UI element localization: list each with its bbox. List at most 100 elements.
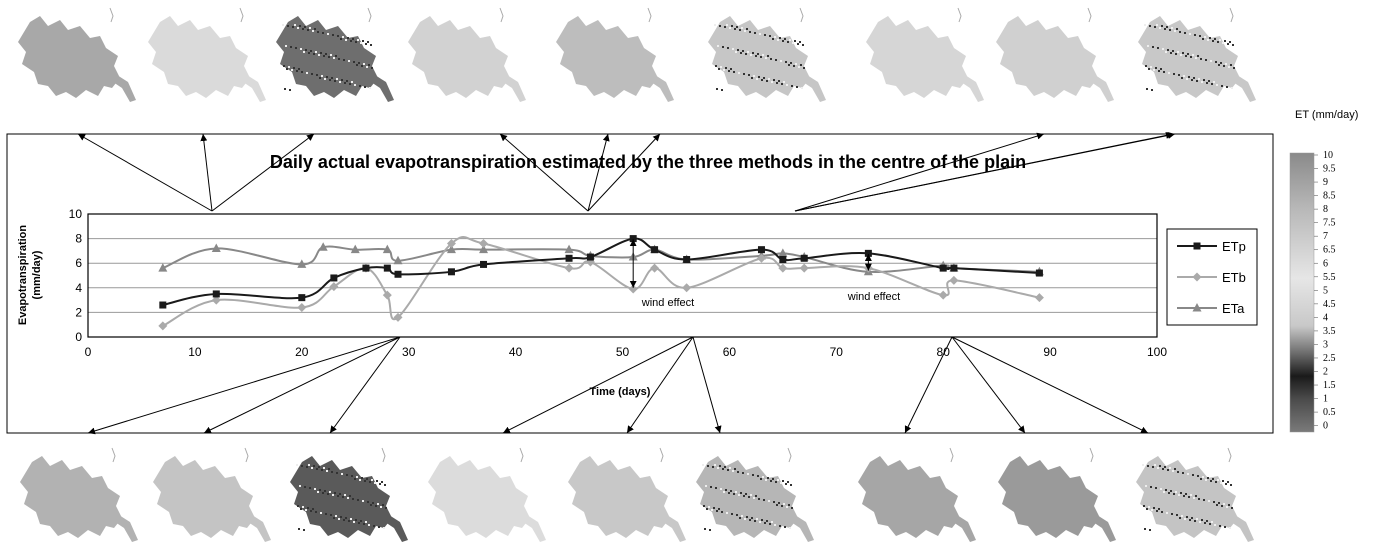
colorbar-tick-label: 7	[1323, 231, 1328, 242]
chart-frame	[6, 133, 1274, 434]
point-ETb	[446, 239, 456, 249]
y-tick-label: 2	[75, 305, 82, 319]
map-thumbnail	[1136, 447, 1254, 542]
y-tick-label: 4	[75, 281, 82, 295]
point-ETp	[950, 264, 958, 272]
point-ETp	[629, 235, 637, 243]
colorbar: ET (mm/day) 109.598.587.576.565.554.543.…	[1289, 109, 1358, 433]
y-tick-label: 10	[69, 207, 83, 221]
y-tick-label: 8	[75, 232, 82, 246]
x-tick-label: 10	[188, 345, 202, 359]
point-ETp	[394, 270, 402, 278]
point-ETb	[329, 282, 339, 292]
point-ETa	[350, 244, 360, 254]
pointer-arrow	[904, 336, 953, 434]
map-thumbnail	[696, 447, 814, 542]
map-row-top	[18, 7, 1256, 102]
point-ETb	[158, 321, 168, 331]
colorbar-tick-label: 4.5	[1323, 299, 1336, 310]
point-ETp	[480, 260, 488, 268]
legend-marker-ETa	[1192, 303, 1202, 312]
point-ETp	[683, 256, 691, 264]
pointer-arrow	[499, 133, 589, 212]
map-thumbnail	[290, 447, 408, 542]
point-ETb	[778, 263, 788, 273]
point-ETb	[479, 239, 489, 249]
point-ETb	[799, 263, 809, 273]
x-tick-label: 60	[723, 345, 737, 359]
colorbar-tick-label: 1	[1323, 394, 1328, 405]
annotation-wind-effect-1: wind effect	[641, 297, 694, 309]
pointer-arrow	[200, 133, 213, 212]
point-ETb	[393, 312, 403, 322]
point-ETp	[362, 264, 370, 272]
map-thumbnail	[866, 7, 984, 102]
pointer-arrow	[87, 336, 401, 435]
map-thumbnail	[276, 7, 394, 102]
point-ETa	[479, 244, 489, 254]
point-ETb	[1034, 293, 1044, 303]
point-ETp	[586, 253, 594, 261]
chart-title: Daily actual evapotranspiration estimate…	[270, 152, 1026, 172]
legend-item-ETp: ETp	[1177, 239, 1246, 254]
colorbar-tick-label: 5.5	[1323, 272, 1336, 283]
colorbar-tick-label: 6	[1323, 258, 1328, 269]
pointer-arrow	[587, 133, 661, 212]
colorbar-tick-label: 5	[1323, 285, 1328, 296]
series-ETb	[158, 236, 1044, 331]
point-ETp	[159, 301, 167, 309]
point-ETp	[757, 246, 765, 254]
map-thumbnail	[708, 7, 826, 102]
point-ETp	[330, 274, 338, 282]
point-ETb	[382, 290, 392, 300]
y-tick-label: 6	[75, 256, 82, 270]
point-ETp	[779, 256, 787, 264]
pointer-arrow	[951, 336, 1026, 434]
colorbar-tick-label: 3	[1323, 339, 1328, 350]
svg-text:(mm/day): (mm/day)	[31, 250, 43, 299]
legend-item-ETb: ETb	[1177, 270, 1246, 285]
x-tick-label: 90	[1043, 345, 1057, 359]
point-ETp	[1035, 269, 1043, 277]
x-tick-label: 50	[616, 345, 630, 359]
x-tick-label: 0	[85, 345, 92, 359]
point-ETa	[382, 244, 392, 254]
map-thumbnail	[428, 447, 546, 542]
map-thumbnail	[996, 7, 1114, 102]
point-ETa	[158, 263, 168, 272]
point-ETp	[651, 246, 659, 254]
point-ETb	[650, 263, 660, 273]
annotation-wind-effect-2: wind effect	[847, 291, 900, 303]
colorbar-tick-label: 8.5	[1323, 191, 1336, 202]
colorbar-title: ET (mm/day)	[1295, 109, 1358, 121]
legend-label-ETb: ETb	[1222, 270, 1246, 285]
point-ETp	[939, 264, 947, 272]
svg-text:Evapotranspiration: Evapotranspiration	[17, 225, 29, 326]
x-axis-label: Time (days)	[590, 386, 651, 398]
colorbar-tick-label: 9.5	[1323, 164, 1336, 175]
y-axis-label: Evapotranspiration (mm/day)	[17, 225, 43, 326]
legend: ETp ETb ETa	[1166, 228, 1258, 326]
pointer-arrows	[77, 131, 1176, 435]
pointer-arrow	[587, 133, 610, 212]
colorbar-tick-label: 1.5	[1323, 380, 1336, 391]
x-tick-label: 70	[830, 345, 844, 359]
point-ETa	[211, 243, 221, 252]
legend-marker-ETb	[1192, 272, 1202, 282]
colorbar-tick-label: 2.5	[1323, 353, 1336, 364]
point-ETb	[949, 275, 959, 285]
legend-item-ETa: ETa	[1177, 301, 1245, 316]
y-tick-label: 0	[75, 330, 82, 344]
pointer-arrow	[211, 133, 315, 212]
x-tick-label: 30	[402, 345, 416, 359]
colorbar-ramp	[1289, 152, 1315, 433]
point-ETa	[318, 242, 328, 251]
x-tick-label: 100	[1147, 345, 1167, 359]
point-ETa	[778, 248, 788, 257]
point-ETb	[938, 290, 948, 300]
pointer-arrow	[329, 336, 401, 434]
point-ETb	[211, 295, 221, 305]
colorbar-tick-label: 3.5	[1323, 326, 1336, 337]
series-ETp	[159, 235, 1043, 309]
